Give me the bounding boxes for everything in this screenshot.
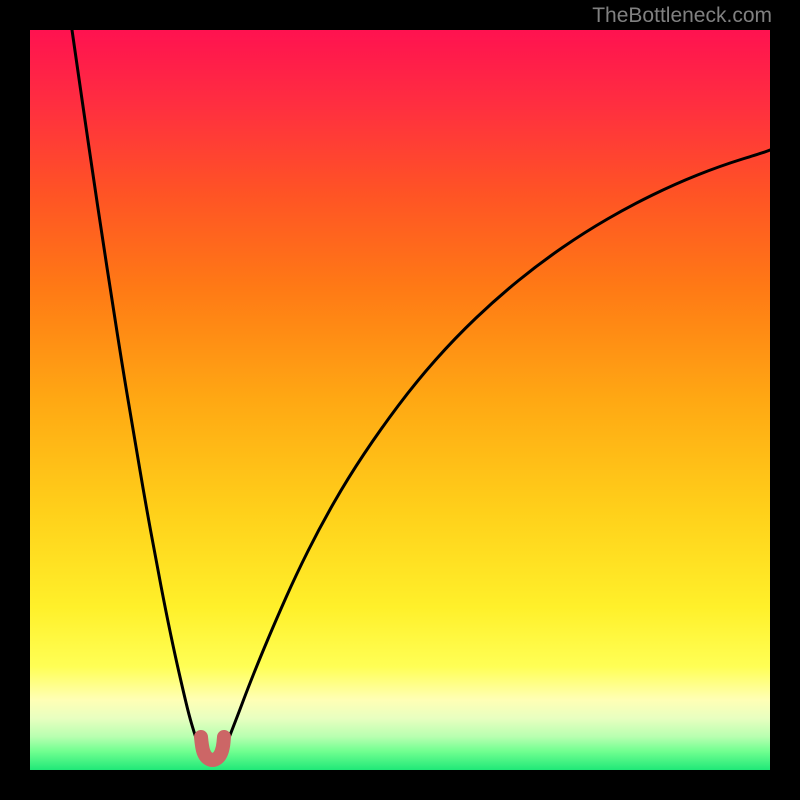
watermark-text: TheBottleneck.com (592, 4, 772, 28)
plot-area (30, 30, 770, 770)
plot-svg (30, 30, 770, 770)
curve-right_curve (224, 150, 770, 752)
valley-marker (201, 737, 224, 760)
curve-left_curve (72, 30, 201, 752)
